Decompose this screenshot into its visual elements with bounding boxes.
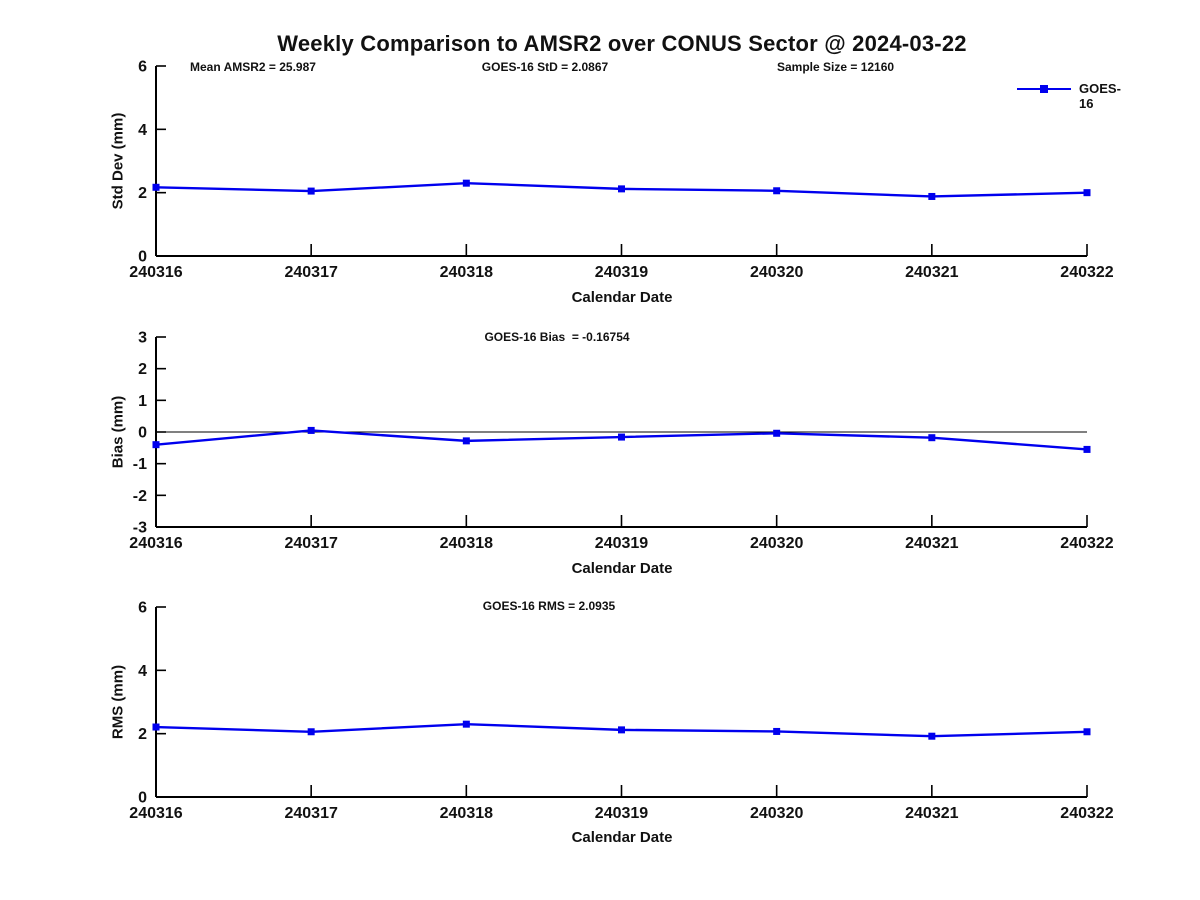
x-tick-label: 240317: [284, 805, 337, 822]
x-axis-label-bottom: Calendar Date: [571, 829, 673, 846]
x-tick-label: 240319: [595, 805, 648, 822]
x-tick-label: 240321: [905, 805, 958, 822]
x-tick-label: 240316: [129, 264, 182, 281]
annotation-goes16-bias: GOES-16 Bias = -0.16754: [484, 330, 630, 344]
data-point-marker: [928, 434, 936, 442]
y-tick-label: 0: [138, 249, 147, 266]
x-tick-label: 240318: [440, 805, 493, 822]
x-tick-label: 240322: [1060, 535, 1113, 552]
data-point-marker: [618, 185, 625, 193]
annotation-goes16-rms: GOES-16 RMS = 2.0935: [482, 599, 616, 613]
data-point-marker: [462, 720, 470, 728]
x-tick-label: 240320: [750, 805, 803, 822]
y-tick-label: 2: [138, 185, 147, 202]
x-tick-label: 240322: [1060, 805, 1113, 822]
data-point-marker: [152, 723, 160, 731]
y-tick-label: 2: [138, 361, 147, 378]
y-tick-label: 0: [138, 790, 147, 807]
x-tick-label: 240319: [595, 535, 648, 552]
legend-label: GOES-16: [1079, 81, 1121, 111]
y-tick-label: -1: [133, 456, 147, 473]
x-tick-label: 240322: [1060, 264, 1113, 281]
x-tick-label: 240318: [440, 264, 493, 281]
data-point-marker: [773, 187, 781, 195]
data-point-marker: [773, 727, 781, 735]
x-tick-label: 240317: [284, 535, 337, 552]
annotation-sample-size: Sample Size = 12160: [777, 60, 895, 74]
data-point-marker: [773, 429, 781, 437]
x-tick-label: 240318: [440, 535, 493, 552]
y-tick-label: -3: [133, 520, 147, 537]
data-point-marker: [307, 426, 315, 434]
y-tick-label: 1: [138, 393, 147, 410]
data-point-marker: [462, 437, 470, 445]
data-point-marker: [307, 728, 315, 736]
data-point-marker: [462, 179, 470, 187]
y-tick-label: 2: [138, 726, 147, 743]
x-tick-label: 240321: [905, 535, 958, 552]
data-point-marker: [152, 183, 160, 191]
x-axis-label-middle: Calendar Date: [571, 560, 673, 577]
y-tick-label: 6: [138, 59, 147, 76]
figure-title: Weekly Comparison to AMSR2 over CONUS Se…: [277, 31, 967, 56]
data-point-marker: [928, 732, 936, 740]
x-tick-label: 240316: [129, 535, 182, 552]
data-point-marker: [307, 187, 315, 195]
y-tick-label: 3: [138, 330, 147, 347]
data-point-marker: [928, 192, 936, 200]
x-axis-label-top: Calendar Date: [571, 289, 673, 306]
annotation-goes16-std: GOES-16 StD = 2.0867: [481, 60, 609, 74]
x-tick-label: 240319: [595, 264, 648, 281]
x-tick-label: 240321: [905, 264, 958, 281]
data-point-marker: [1083, 728, 1091, 736]
data-point-marker: [618, 433, 625, 441]
y-tick-label: 6: [138, 600, 147, 617]
x-tick-label: 240317: [284, 264, 337, 281]
x-tick-label: 240320: [750, 264, 803, 281]
y-tick-label: 4: [138, 122, 147, 139]
annotation-mean-amsr2: Mean AMSR2 = 25.987: [190, 60, 316, 74]
y-tick-label: 0: [138, 425, 147, 442]
data-point-marker: [1083, 445, 1091, 453]
data-point-marker: [1083, 189, 1091, 197]
data-point-marker: [152, 441, 160, 449]
data-point-marker: [618, 726, 625, 734]
x-tick-label: 240320: [750, 535, 803, 552]
x-tick-label: 240316: [129, 805, 182, 822]
y-tick-label: 4: [138, 663, 147, 680]
y-tick-label: -2: [133, 488, 147, 505]
legend-square-marker-icon: [1040, 84, 1048, 93]
